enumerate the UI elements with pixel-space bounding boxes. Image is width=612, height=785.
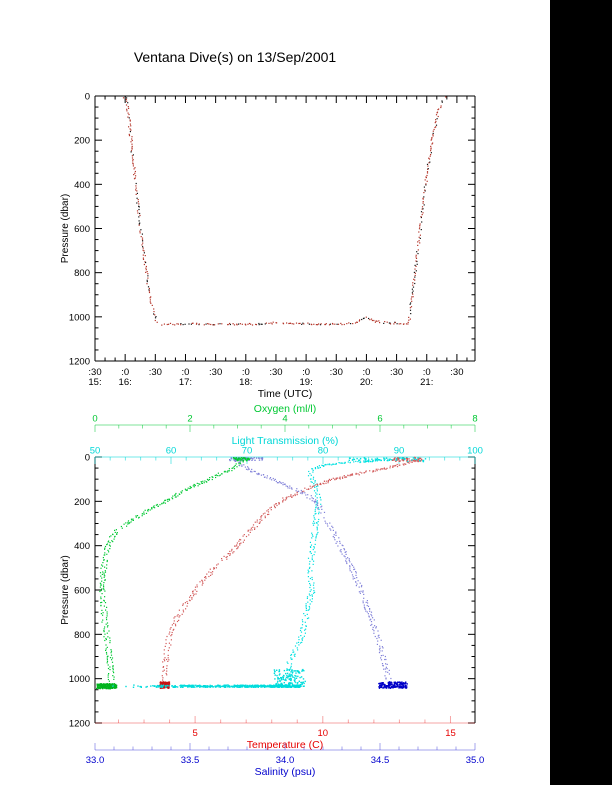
right-black-bar	[550, 0, 612, 785]
tick-label: 50	[90, 446, 101, 457]
tick-label: :30	[149, 367, 162, 378]
hour-label: 17:	[179, 377, 192, 388]
y-axis-title: Pressure (dbar)	[60, 555, 71, 624]
light-transmission-profile-series	[286, 457, 408, 685]
oxygen-bottom-blob	[96, 683, 118, 690]
tick-label: 400	[74, 180, 90, 191]
tick-label: 15	[445, 728, 456, 739]
tick-label: :0	[182, 367, 190, 378]
tick-label: 8	[472, 414, 477, 425]
temperature-profile-series	[161, 456, 416, 685]
salinity-bottom-blob	[378, 681, 408, 689]
tick-label: 1200	[69, 357, 90, 368]
x-axis-title: Time (UTC)	[258, 388, 312, 400]
tick-label: 1200	[69, 719, 90, 730]
hour-label: 18:	[239, 377, 252, 388]
oxygen-profile-series	[99, 457, 246, 685]
dive-track-series	[122, 95, 447, 326]
tick-label: :0	[302, 367, 310, 378]
salinity-profile-series	[232, 457, 393, 684]
tick-label: 200	[74, 497, 90, 508]
tick-label: 34.5	[371, 755, 390, 766]
tick-label: 33.5	[181, 755, 200, 766]
tick-label: 800	[74, 630, 90, 641]
tick-label: :0	[242, 367, 250, 378]
hour-label: 21:	[420, 377, 433, 388]
temperature-axis-title: Temperature (C)	[247, 739, 323, 751]
pressure-axis-right	[468, 456, 476, 724]
tick-label: 35.0	[466, 755, 485, 766]
temperature-axis: 5 10 15 Temperature (C)	[95, 716, 475, 751]
tick-label: 600	[74, 224, 90, 235]
hour-label: 15:	[88, 377, 101, 388]
tick-label: :0	[362, 367, 370, 378]
y-axis-title: Pressure (dbar)	[60, 194, 71, 263]
hour-label: 20:	[360, 377, 373, 388]
light-surface-scatter	[348, 457, 427, 463]
light-near-bottom-cloud	[273, 668, 306, 687]
tick-label: :30	[88, 367, 101, 378]
tick-label: 100	[467, 446, 483, 457]
oxygen-axis-title: Oxygen (ml/l)	[254, 403, 316, 415]
tick-label: 10	[318, 728, 329, 739]
light-transmission-axis: Light Transmission (%) 50 60 70 80 90 100	[90, 435, 483, 464]
tick-label: :30	[269, 367, 282, 378]
tick-label: 800	[74, 268, 90, 279]
page-title: Ventana Dive(s) on 13/Sep/2001	[133, 49, 337, 65]
tick-label: :0	[423, 367, 431, 378]
tick-label: 33.0	[86, 755, 105, 766]
tick-label: 600	[74, 586, 90, 597]
tick-label: 0	[85, 92, 90, 103]
tick-label: 6	[377, 414, 382, 425]
tick-label: 400	[74, 541, 90, 552]
tick-label: 0	[85, 453, 90, 464]
tick-label: 5	[192, 728, 197, 739]
top-chart: 020040060080010001200:30:0:30:0:30:0:30:…	[60, 92, 476, 400]
bottom-clusters	[96, 457, 427, 690]
tick-label: :30	[390, 367, 403, 378]
oxygen-axis: Oxygen (ml/l) 0 2 4 6 8	[92, 403, 478, 432]
tick-label: :30	[450, 367, 463, 378]
oxygen-surface-scatter	[233, 457, 251, 462]
pressure-axis-left: 0 200 400 600 800 1000 1200	[69, 453, 102, 730]
pressure-axis-title: Pressure (dbar)	[60, 555, 71, 624]
tick-label: 70	[242, 446, 253, 457]
pressure-axis-title: Pressure (dbar)	[60, 194, 71, 263]
salinity-axis-title: Salinity (psu)	[255, 766, 316, 778]
tick-label: 200	[74, 136, 90, 147]
tick-label: 90	[394, 446, 405, 457]
hour-label: 16:	[119, 377, 132, 388]
time-axis-top-mirror	[94, 95, 475, 103]
light-bottom-streak	[112, 684, 302, 688]
tick-label: :30	[209, 367, 222, 378]
pressure-axis-right	[468, 95, 476, 362]
tick-label: 80	[318, 446, 329, 457]
tick-label: 1000	[69, 312, 90, 323]
pressure-axis-left: 0 200 400 600 800 1000 1200	[69, 92, 102, 368]
tick-label: 34.0	[276, 755, 295, 766]
tick-label: 0	[92, 414, 97, 425]
tick-label: 60	[166, 446, 177, 457]
tick-label: 4	[282, 414, 287, 425]
tick-label: :30	[330, 367, 343, 378]
tick-label: 2	[187, 414, 192, 425]
tick-label: 1000	[69, 674, 90, 685]
light-axis-title: Light Transmission (%)	[232, 435, 339, 447]
time-axis-title: Time (UTC)	[258, 388, 312, 400]
hour-label: 19:	[300, 377, 313, 388]
salinity-axis: 33.0 33.5 34.0 34.5 35.0 Salinity (psu)	[86, 743, 485, 778]
tick-label: :0	[121, 367, 129, 378]
